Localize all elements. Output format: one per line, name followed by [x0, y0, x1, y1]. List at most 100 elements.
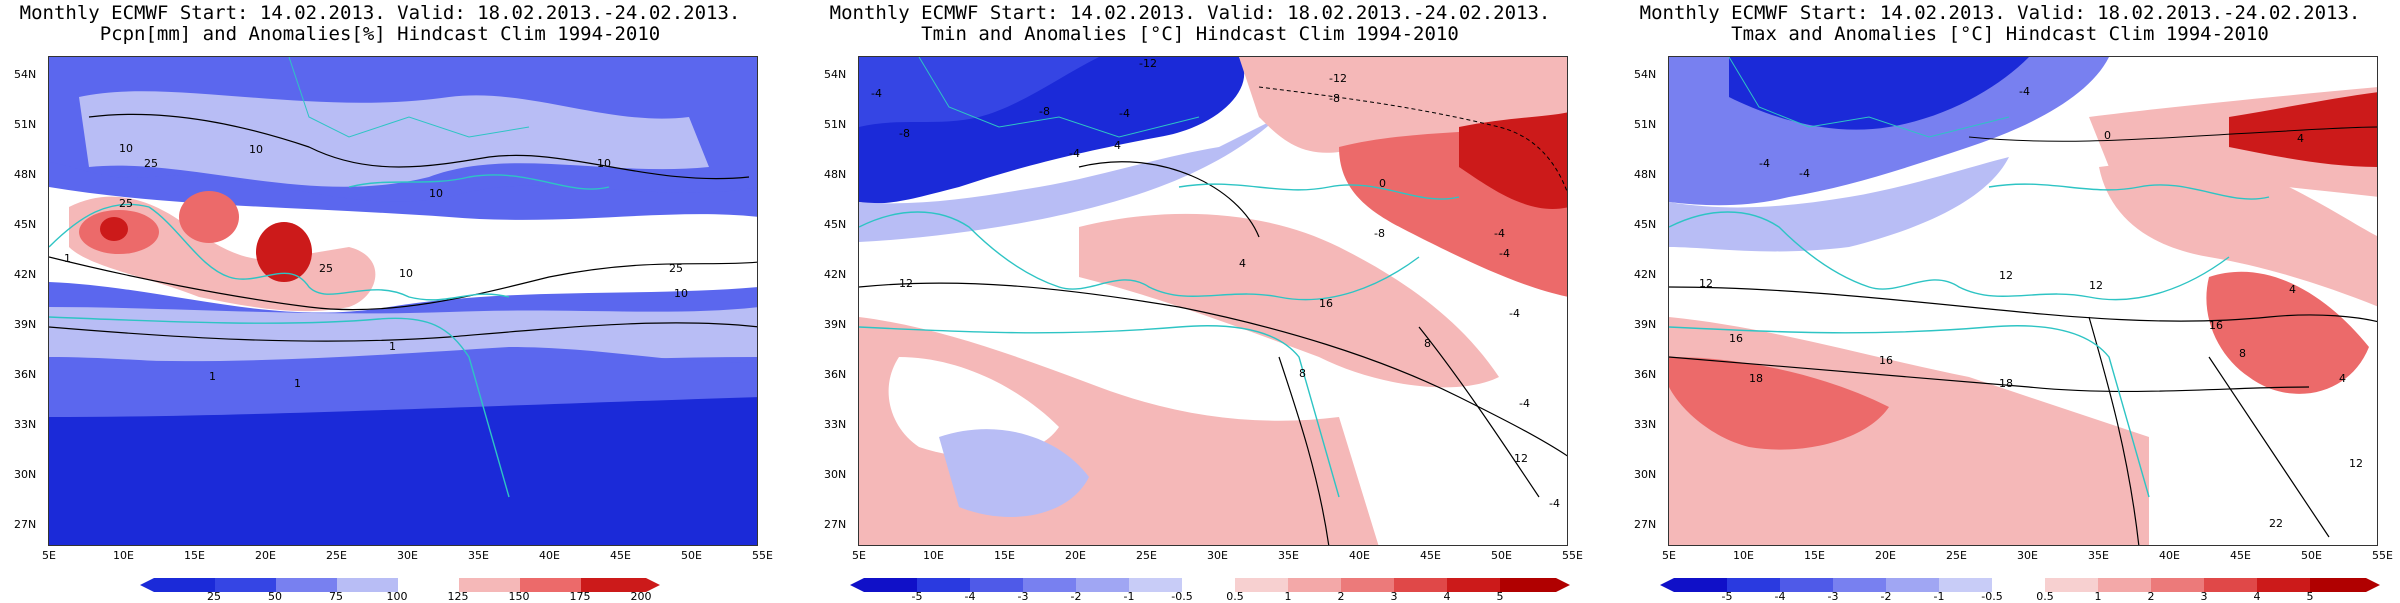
colorbar-label: -4: [1774, 590, 1786, 603]
colorbar-label: 50: [268, 590, 282, 603]
coastline: [859, 325, 1340, 498]
colorbar-label: 2: [1337, 590, 1345, 603]
lat-tick-label: 39N: [14, 318, 37, 331]
colorbar-label: -5: [1721, 590, 1733, 603]
colorbar-label: 25: [207, 590, 221, 603]
colorbar-label: 200: [630, 590, 652, 603]
colorbar: [1660, 577, 2380, 592]
contour-label: -4: [1069, 147, 1080, 160]
contour-label: 16: [1729, 332, 1743, 345]
coastline: [1988, 183, 2270, 200]
map-area: -4 0 -4 -4 4 12 12 16 18 16 18 12 16 8 4…: [1668, 56, 2378, 546]
coastline: [49, 203, 150, 248]
lat-tick-label: 33N: [824, 418, 847, 431]
contour-label: -8: [1374, 227, 1385, 240]
coastline: [148, 206, 510, 301]
panel-title-line2: Pcpn[mm] and Anomalies[%] Hindcast Clim …: [99, 23, 661, 45]
panel-precip: Monthly ECMWF Start: 14.02.2013. Valid: …: [0, 0, 760, 603]
tmax-field: -4 0 -4 -4 4 12 12 16 18 16 18 12 16 8 4…: [1669, 57, 2377, 545]
contour-label: 12: [2349, 457, 2363, 470]
lat-tick-label: 27N: [1634, 518, 1657, 531]
contour-label: 12: [1514, 452, 1528, 465]
map-area: 10 25 10 25 10 10 25 10 1 1 1 10 25 1: [48, 56, 758, 546]
lon-tick-label: 15E: [1804, 549, 1825, 562]
lon-tick-label: 15E: [184, 549, 205, 562]
lon-tick-label: 40E: [1349, 549, 1370, 562]
contour-label: 25: [144, 157, 158, 170]
lon-tick-label: 10E: [113, 549, 134, 562]
coastline: [1178, 183, 1460, 200]
lat-tick-label: 45N: [14, 218, 37, 231]
panel-title-line1: Monthly ECMWF Start: 14.02.2013. Valid: …: [1639, 2, 2361, 24]
contour-line: [49, 256, 757, 311]
colorbar-label: 1: [2094, 590, 2102, 603]
lon-tick-label: 30E: [2017, 549, 2038, 562]
lat-tick-label: 33N: [1634, 418, 1657, 431]
colorbar-label: 150: [508, 590, 530, 603]
border-line: [1728, 57, 2010, 138]
lon-tick-label: 45E: [2230, 549, 2251, 562]
lat-tick-label: 54N: [824, 68, 847, 81]
colorbar-label: 3: [2200, 590, 2208, 603]
contour-label: 1: [209, 370, 216, 383]
contour-label: -4: [1799, 167, 1810, 180]
contour-label: 8: [1299, 367, 1306, 380]
lon-tick-label: 30E: [397, 549, 418, 562]
lon-tick-label: 55E: [2372, 549, 2393, 562]
colorbar-label: 4: [2253, 590, 2261, 603]
lon-tick-label: 35E: [468, 549, 489, 562]
panel-title-line1: Monthly ECMWF Start: 14.02.2013. Valid: …: [829, 2, 1551, 24]
lon-tick-label: 20E: [1875, 549, 1896, 562]
lat-tick-label: 27N: [824, 518, 847, 531]
contour-label: -12: [1139, 57, 1157, 70]
coastline: [1669, 211, 2230, 301]
lon-tick-label: 20E: [255, 549, 276, 562]
contour-label: 16: [2209, 319, 2223, 332]
contour-line: [1278, 356, 1330, 545]
contour-label: 4: [2297, 132, 2304, 145]
lat-tick-label: 45N: [1634, 218, 1657, 231]
peak-anomaly-greece: [256, 222, 312, 282]
lon-tick-label: 50E: [1491, 549, 1512, 562]
lon-tick-label: 25E: [1946, 549, 1967, 562]
lat-tick-label: 33N: [14, 418, 37, 431]
colorbar-label: -0.5: [1171, 590, 1193, 603]
contour-label: -8: [899, 127, 910, 140]
dry-south-band: [49, 397, 757, 545]
contour-label: 1: [294, 377, 301, 390]
contour-label: 12: [899, 277, 913, 290]
contour-label: -4: [1519, 397, 1530, 410]
contour-line: [1078, 161, 1260, 238]
cold-patch-south: [939, 429, 1089, 517]
tmin-field: -4 -8 -12 -8 -4 -4 -8 -8 -4 0 -12 -4 -4 …: [859, 57, 1567, 545]
contour-line-dashed: [1258, 86, 1567, 193]
lat-tick-label: 54N: [1634, 68, 1657, 81]
colorbar: [850, 577, 1570, 592]
contour-label: -4: [1759, 157, 1770, 170]
colorbar-label: 100: [386, 590, 408, 603]
colorbar-label: 75: [329, 590, 343, 603]
lon-tick-label: 40E: [539, 549, 560, 562]
contour-line: [1418, 326, 1540, 498]
colorbar-label: -3: [1017, 590, 1029, 603]
contour-label: -4: [1119, 107, 1130, 120]
lat-tick-label: 48N: [14, 168, 37, 181]
contour-label: -12: [1329, 72, 1347, 85]
contour-line: [49, 322, 757, 342]
lon-tick-label: 15E: [994, 549, 1015, 562]
colorbar-label: -1: [1933, 590, 1945, 603]
contour-label: -4: [1549, 497, 1560, 510]
lat-tick-label: 54N: [14, 68, 37, 81]
contour-label: -4: [2019, 85, 2030, 98]
lon-tick-label: 50E: [2301, 549, 2322, 562]
contour-label: -4: [1499, 247, 1510, 260]
lat-tick-label: 36N: [14, 368, 37, 381]
lon-tick-label: 40E: [2159, 549, 2180, 562]
colorbar-label: 1: [1284, 590, 1292, 603]
contour-line: [88, 113, 750, 180]
contour-label: 12: [1699, 277, 1713, 290]
contour-label: 18: [1999, 377, 2013, 390]
lat-tick-label: 51N: [14, 118, 37, 131]
lon-tick-label: 10E: [1733, 549, 1754, 562]
lon-tick-label: 25E: [326, 549, 347, 562]
